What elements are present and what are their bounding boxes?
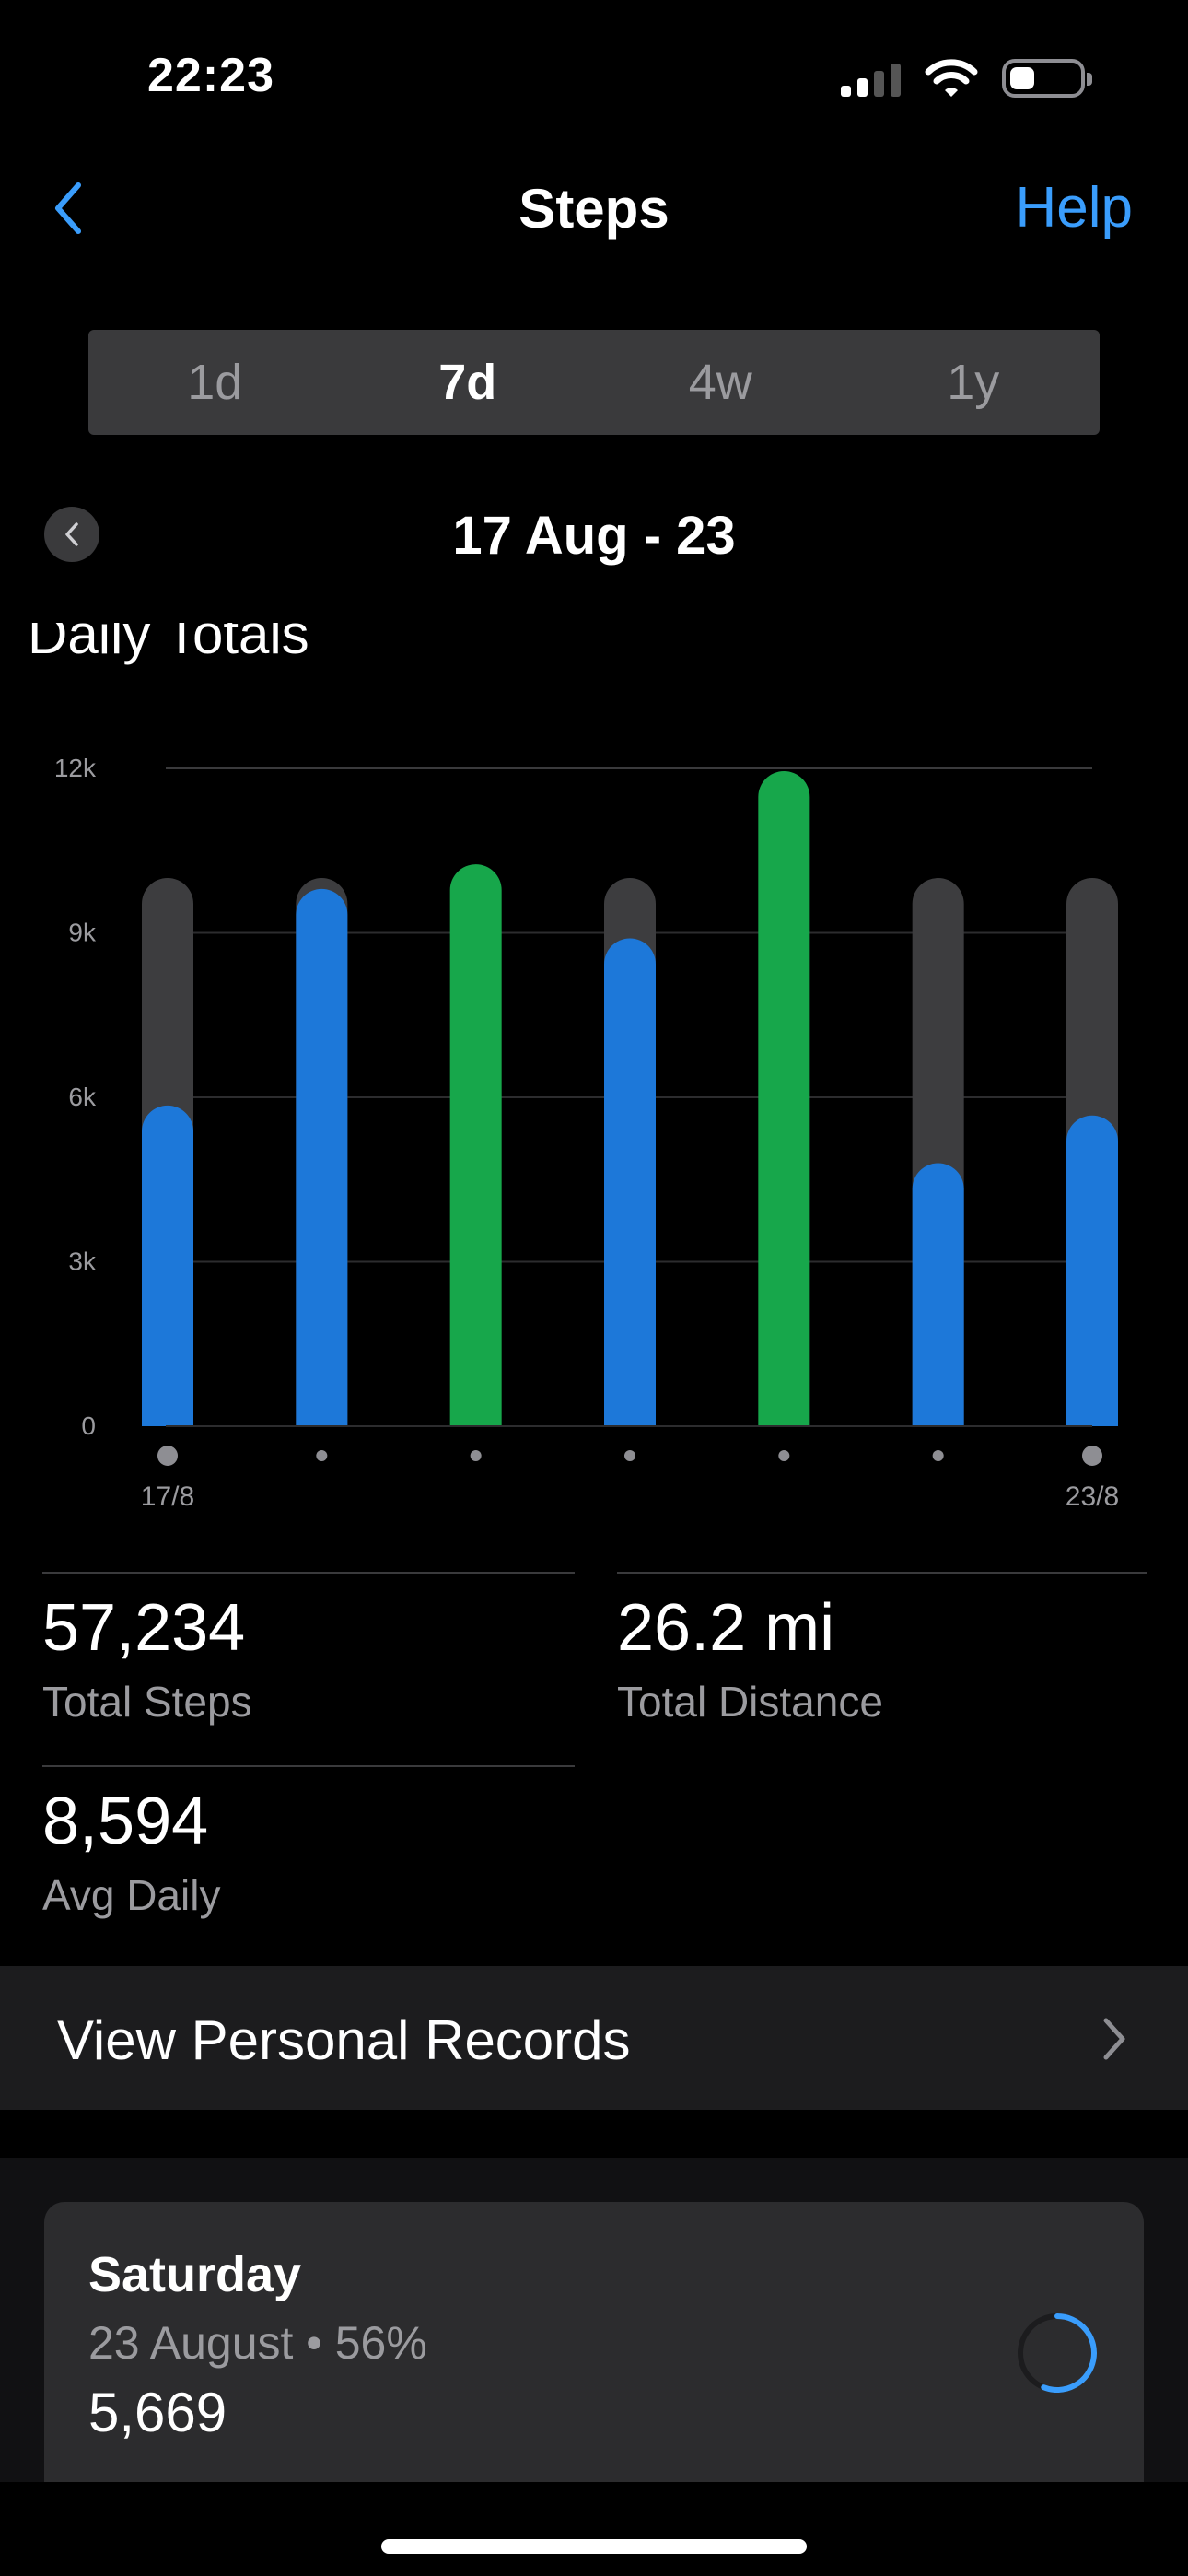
y-tick-label: 12k	[54, 754, 97, 782]
stat-total-steps: 57,234 Total Steps	[42, 1572, 575, 1747]
y-tick-label: 6k	[68, 1083, 97, 1111]
home-indicator	[381, 2539, 807, 2554]
status-bar: 22:23	[0, 0, 1188, 138]
avg-daily-label: Avg Daily	[42, 1871, 221, 1919]
step-bar	[296, 888, 348, 1426]
avg-daily-value: 8,594	[42, 1785, 209, 1858]
stat-avg-daily: 8,594 Avg Daily	[42, 1765, 575, 1940]
progress-ring-icon	[1018, 2313, 1097, 2393]
daily-steps-chart: 0 3k 6k 9k 12k 17/8 23/8	[54, 754, 1119, 1511]
x-tick-dot	[316, 1450, 328, 1461]
day-subtitle: 23 August • 56%	[88, 2317, 427, 2369]
view-personal-records-label: View Personal Records	[57, 2009, 631, 2071]
segment-1d[interactable]: 1d	[187, 355, 243, 410]
progress-ring-arc	[1041, 2313, 1097, 2393]
day-name: Saturday	[88, 2247, 302, 2302]
chevron-right-icon	[1087, 2007, 1142, 2071]
period-segmented-control: 1d 7d 4w 1y	[88, 330, 1100, 435]
segment-7d[interactable]: 7d	[438, 355, 497, 410]
x-tick-dot	[932, 1450, 944, 1461]
x-tick-dot	[1082, 1446, 1102, 1466]
section-title: Daily Totals	[28, 623, 309, 665]
total-steps-value: 57,234	[42, 1591, 246, 1665]
view-personal-records-row[interactable]: View Personal Records	[0, 1966, 1188, 2110]
cellular-signal-icon	[841, 60, 901, 97]
navigation-bar: Steps Help	[0, 157, 1188, 258]
y-tick-label: 9k	[68, 919, 97, 947]
x-tick-dot	[624, 1450, 635, 1461]
total-distance-label: Total Distance	[617, 1678, 883, 1726]
total-steps-label: Total Steps	[42, 1678, 252, 1726]
back-button[interactable]	[41, 171, 96, 245]
date-range-label: 17 Aug - 23	[452, 506, 736, 566]
step-bar	[449, 864, 502, 1426]
y-tick-label: 3k	[68, 1247, 97, 1276]
bottom-safe-area	[0, 2482, 1188, 2576]
battery-icon	[1002, 59, 1092, 98]
total-distance-value: 26.2 mi	[617, 1591, 835, 1665]
x-tick-dot	[157, 1446, 178, 1466]
step-bar	[142, 1105, 193, 1426]
chevron-left-icon	[65, 522, 78, 546]
step-bar	[758, 770, 810, 1426]
section-title-container: Daily Totals	[0, 623, 1188, 674]
step-bar	[604, 938, 656, 1426]
day-card[interactable]: Saturday 23 August • 56% 5,669	[44, 2202, 1144, 2515]
page-title: Steps	[518, 178, 670, 240]
x-tick-dot	[778, 1450, 790, 1461]
step-bar	[912, 1163, 964, 1426]
x-tick-label: 23/8	[1066, 1481, 1119, 1511]
stat-total-distance: 26.2 mi Total Distance	[617, 1572, 1147, 1747]
status-time: 22:23	[147, 49, 274, 102]
step-bar	[1066, 1115, 1118, 1426]
help-button[interactable]: Help	[1015, 176, 1133, 240]
chevron-left-icon	[55, 182, 81, 234]
segment-1y[interactable]: 1y	[947, 355, 1000, 410]
x-tick-label: 17/8	[141, 1481, 194, 1511]
day-steps: 5,669	[88, 2382, 227, 2443]
y-tick-label: 0	[81, 1411, 96, 1440]
x-tick-dot	[470, 1450, 482, 1461]
status-icons	[841, 55, 1092, 101]
previous-range-button[interactable]	[44, 507, 99, 562]
wifi-icon	[925, 59, 978, 97]
segment-4w[interactable]: 4w	[688, 355, 752, 410]
